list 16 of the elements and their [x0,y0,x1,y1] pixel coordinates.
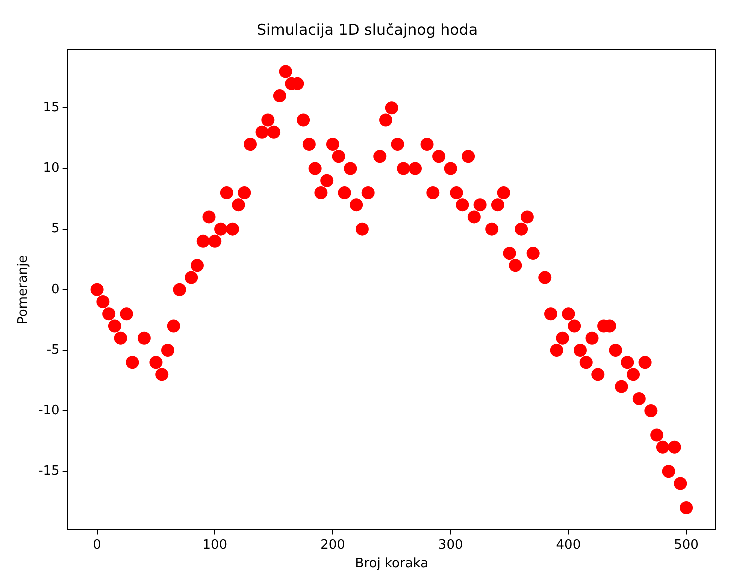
y-tick-label: 10 [43,161,60,176]
x-axis-title: Broj koraka [355,556,429,572]
x-tick-label: 0 [93,538,102,553]
y-tick-label: 0 [52,282,60,298]
y-tick-label: -10 [38,403,60,418]
x-tick-label: 300 [438,538,464,553]
y-tick-label: 15 [43,100,60,116]
x-tick-label: 500 [674,538,699,553]
x-tick-label: 200 [320,538,346,553]
chart-title: Simulacija 1D slučajnog hoda [256,20,478,39]
y-tick-label: -15 [38,464,60,480]
x-tick-label: 400 [556,538,582,553]
x-tick-label: 100 [202,538,228,553]
y-axis-title: Pomeranje [16,255,32,324]
y-tick-label: -5 [46,342,60,358]
y-tick-label: 5 [52,222,60,237]
